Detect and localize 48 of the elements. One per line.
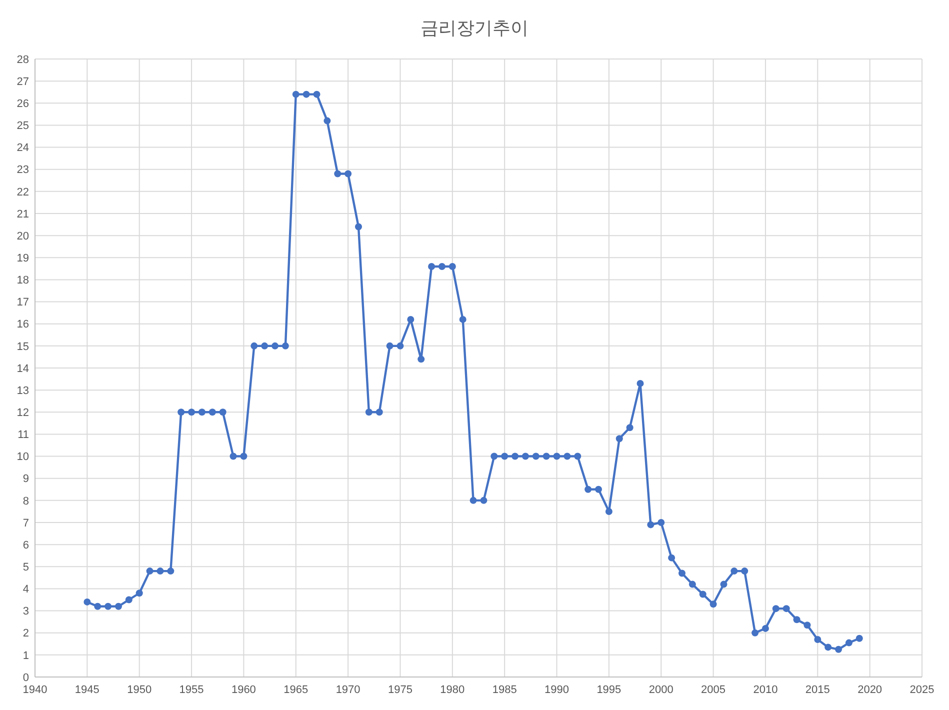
y-tick-label: 24 xyxy=(16,142,29,154)
y-tick-label: 9 xyxy=(22,473,29,486)
y-tick-label: 6 xyxy=(22,539,29,552)
y-tick-label: 25 xyxy=(16,120,29,132)
y-tick-label: 5 xyxy=(22,561,29,574)
y-tick-label: 19 xyxy=(16,252,29,264)
y-tick-label: 13 xyxy=(16,384,29,397)
y-tick-label: 12 xyxy=(16,406,29,419)
x-tick-label: 2010 xyxy=(753,684,778,696)
x-tick-label: 1980 xyxy=(440,684,465,696)
y-tick-label: 1 xyxy=(22,650,29,662)
y-tick-label: 4 xyxy=(22,584,29,596)
x-tick-label: 2020 xyxy=(858,684,882,696)
y-tick-label: 28 xyxy=(16,54,29,66)
x-tick-label: 1955 xyxy=(179,684,204,696)
y-tick-label: 10 xyxy=(16,451,29,464)
y-tick-label: 22 xyxy=(16,186,29,198)
x-tick-label: 1950 xyxy=(127,684,152,696)
x-tick-label: 1940 xyxy=(22,684,48,696)
y-tick-label: 20 xyxy=(16,230,29,242)
x-tick-label: 1975 xyxy=(388,684,412,696)
x-tick-label: 2025 xyxy=(910,684,934,696)
x-tick-label: 1965 xyxy=(284,684,308,696)
x-tick-label: 2015 xyxy=(805,684,830,696)
y-tick-label: 17 xyxy=(16,296,29,309)
x-tick-label: 2000 xyxy=(648,684,674,696)
y-tick-label: 27 xyxy=(16,76,29,88)
x-tick-label: 2005 xyxy=(701,684,726,696)
y-tick-label: 0 xyxy=(22,672,29,684)
x-tick-label: 1970 xyxy=(336,684,360,696)
y-tick-label: 15 xyxy=(16,340,29,353)
x-tick-label: 1995 xyxy=(596,684,622,696)
y-tick-label: 21 xyxy=(16,208,29,220)
x-tick-label: 1990 xyxy=(544,684,570,696)
y-tick-label: 2 xyxy=(22,628,29,640)
y-tick-label: 11 xyxy=(18,429,29,442)
y-tick-label: 23 xyxy=(16,164,29,176)
y-tick-label: 14 xyxy=(16,362,29,375)
y-tick-label: 3 xyxy=(22,606,29,618)
y-tick-label: 18 xyxy=(16,274,29,287)
x-tick-label: 1945 xyxy=(74,684,100,696)
y-tick-label: 16 xyxy=(16,318,29,331)
x-tick-label: 1985 xyxy=(492,684,517,696)
chart-title: 금리장기추이 xyxy=(420,18,528,38)
y-tick-label: 7 xyxy=(22,517,29,530)
x-tick-label: 1960 xyxy=(231,684,256,696)
y-tick-label: 8 xyxy=(22,495,29,508)
y-tick-label: 26 xyxy=(16,98,29,110)
